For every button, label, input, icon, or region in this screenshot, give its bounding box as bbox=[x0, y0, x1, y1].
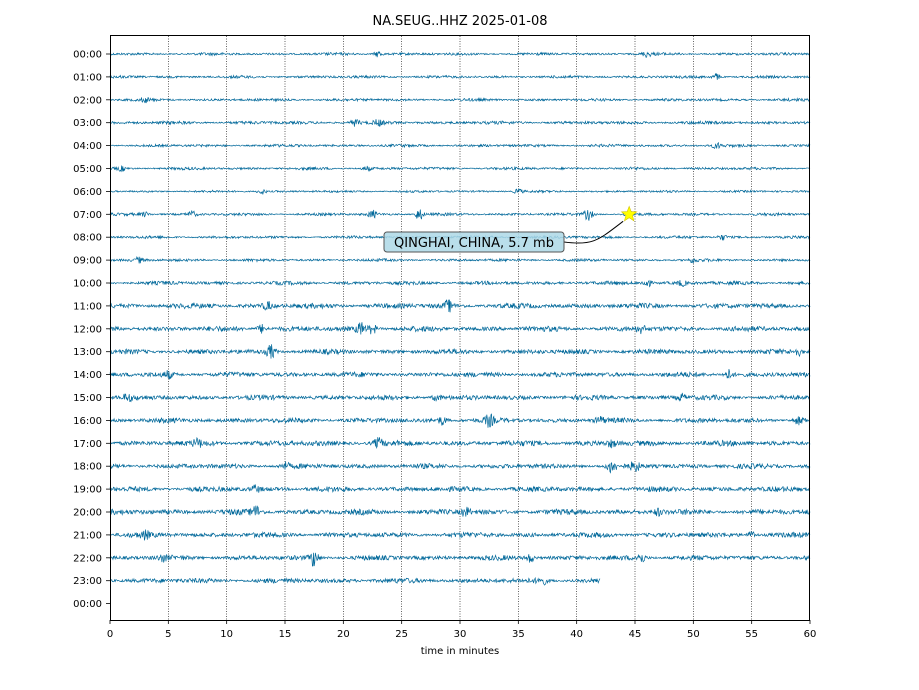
x-tick-label-5: 5 bbox=[165, 629, 171, 640]
trace-1200 bbox=[109, 322, 811, 335]
y-tick-label-6: 06:00 bbox=[73, 187, 102, 198]
x-tick-label-60: 60 bbox=[804, 629, 817, 640]
trace-1600 bbox=[109, 413, 811, 428]
annotation-box-0 bbox=[383, 231, 565, 253]
trace-0400 bbox=[109, 141, 811, 150]
trace-1100 bbox=[109, 299, 811, 313]
y-tick-label-20: 20:00 bbox=[73, 508, 102, 519]
trace-0300 bbox=[109, 118, 811, 127]
trace-1000 bbox=[109, 279, 811, 288]
y-tick-label-19: 19:00 bbox=[73, 485, 102, 496]
y-tick-label-17: 17:00 bbox=[73, 439, 102, 450]
x-tick-label-0: 0 bbox=[107, 629, 113, 640]
trace-1500 bbox=[109, 392, 811, 403]
annotation-arrow-0 bbox=[563, 220, 624, 244]
y-tick-label-23: 23:00 bbox=[73, 576, 102, 587]
trace-1700 bbox=[109, 436, 811, 449]
chart-title: NA.SEUG..HHZ 2025-01-08 bbox=[373, 14, 548, 29]
trace-0000 bbox=[109, 50, 811, 58]
trace-0700 bbox=[109, 209, 811, 221]
annotation-label-0: QINGHAI, CHINA, 5.7 mb bbox=[394, 236, 554, 251]
trace-1300 bbox=[109, 344, 811, 359]
y-tick-label-14: 14:00 bbox=[73, 370, 102, 381]
trace-1400 bbox=[109, 369, 811, 380]
y-tick-label-0: 00:00 bbox=[73, 50, 102, 61]
y-tick-label-18: 18:00 bbox=[73, 462, 102, 473]
y-tick-label-3: 03:00 bbox=[73, 118, 102, 129]
y-tick-label-8: 08:00 bbox=[73, 233, 102, 244]
y-tick-label-9: 09:00 bbox=[73, 256, 102, 267]
x-tick-label-50: 50 bbox=[687, 629, 700, 640]
y-tick-label-2: 02:00 bbox=[73, 95, 102, 106]
y-tick-label-10: 10:00 bbox=[73, 279, 102, 290]
y-tick-label-24: 00:00 bbox=[73, 599, 102, 610]
x-tick-label-35: 35 bbox=[512, 629, 525, 640]
trace-2000 bbox=[109, 505, 811, 517]
annotation-star-marker-0 bbox=[620, 205, 638, 222]
y-tick-label-22: 22:00 bbox=[73, 553, 102, 564]
x-tick-label-40: 40 bbox=[570, 629, 583, 640]
trace-2100 bbox=[109, 529, 811, 541]
x-axis-label: time in minutes bbox=[421, 646, 500, 657]
axis-ticks: 0 5 10 15 20 25 30 35 40 45 50 55 60 00:00 01:00 02:00 0… bbox=[73, 50, 816, 641]
trace-0900 bbox=[109, 255, 811, 264]
trace-1900 bbox=[109, 484, 811, 493]
trace-0200 bbox=[109, 97, 811, 104]
x-tick-label-45: 45 bbox=[629, 629, 642, 640]
trace-0600 bbox=[109, 187, 811, 195]
trace-1800 bbox=[109, 461, 811, 474]
x-tick-label-30: 30 bbox=[454, 629, 467, 640]
x-tick-label-25: 25 bbox=[395, 629, 408, 640]
trace-2200 bbox=[109, 552, 811, 567]
x-tick-label-15: 15 bbox=[279, 629, 292, 640]
trace-2300 bbox=[109, 576, 601, 586]
annotations: QINGHAI, CHINA, 5.7 mb bbox=[383, 205, 638, 253]
trace-0500 bbox=[109, 165, 811, 173]
y-tick-label-13: 13:00 bbox=[73, 347, 102, 358]
y-tick-label-15: 15:00 bbox=[73, 393, 102, 404]
y-tick-label-7: 07:00 bbox=[73, 210, 102, 221]
x-tick-label-20: 20 bbox=[337, 629, 350, 640]
trace-lines bbox=[109, 50, 811, 586]
y-tick-label-4: 04:00 bbox=[73, 141, 102, 152]
y-tick-label-1: 01:00 bbox=[73, 72, 102, 83]
y-tick-label-12: 12:00 bbox=[73, 324, 102, 335]
x-tick-label-10: 10 bbox=[220, 629, 233, 640]
trace-0100 bbox=[109, 73, 811, 80]
plot-frame bbox=[110, 35, 810, 621]
y-tick-label-5: 05:00 bbox=[73, 164, 102, 175]
y-tick-label-16: 16:00 bbox=[73, 416, 102, 427]
y-tick-label-21: 21:00 bbox=[73, 530, 102, 541]
y-tick-label-11: 11:00 bbox=[73, 301, 102, 312]
x-tick-label-55: 55 bbox=[745, 629, 758, 640]
